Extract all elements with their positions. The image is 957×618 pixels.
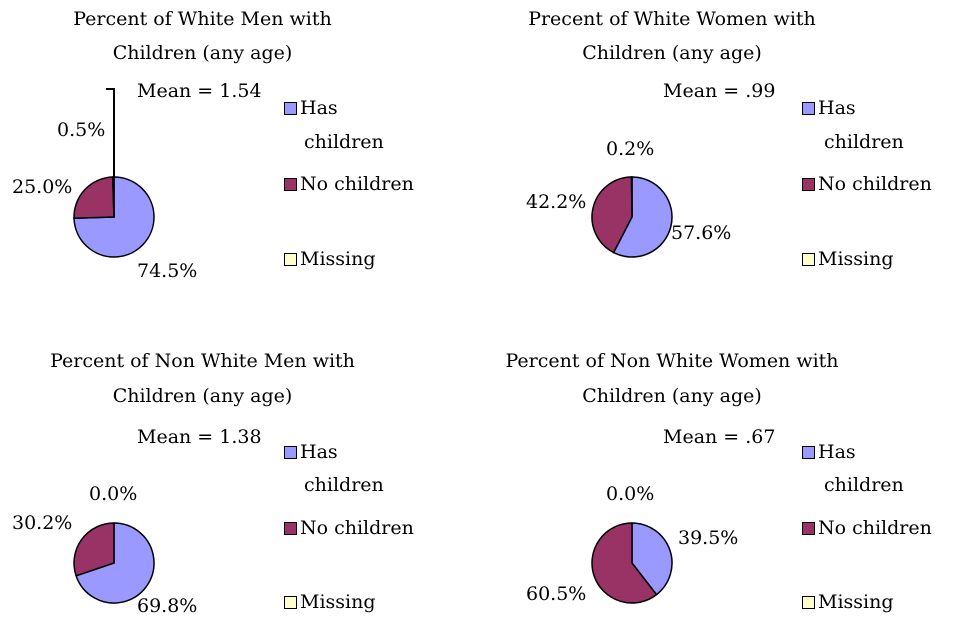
data-label-no-children: 60.5% xyxy=(526,583,587,605)
legend-swatch xyxy=(802,522,815,535)
legend-label: children xyxy=(824,474,904,496)
data-label-no-children: 30.2% xyxy=(12,512,73,534)
legend-swatch xyxy=(802,446,815,459)
legend-swatch xyxy=(284,596,297,609)
legend-item-missing: Missing xyxy=(802,587,894,617)
pie-chart xyxy=(73,88,155,258)
data-label-has-children: 69.8% xyxy=(137,595,198,617)
legend-item-no-children: No children xyxy=(284,513,414,543)
legend-label: Missing xyxy=(818,248,894,270)
legend-swatch xyxy=(802,178,815,191)
chart-title-line2: Children (any age) xyxy=(582,385,762,407)
legend-label: Missing xyxy=(300,591,376,613)
legend-label: Has xyxy=(818,97,856,119)
legend-item-has-children-cont: children xyxy=(824,127,904,157)
legend-item-no-children: No children xyxy=(802,513,932,543)
pie-chart xyxy=(591,522,673,604)
data-label-has-children: 74.5% xyxy=(137,260,198,282)
leader-line xyxy=(106,88,115,177)
legend-swatch xyxy=(802,596,815,609)
legend-item-has-children: Has xyxy=(284,437,338,467)
legend-item-has-children: Has xyxy=(802,93,856,123)
data-label-missing: 0.5% xyxy=(57,119,106,141)
legend-label: Has xyxy=(300,97,338,119)
chart-title-line1: Precent of White Women with xyxy=(528,8,816,30)
legend-label: Missing xyxy=(818,591,894,613)
pie-slice-no-children xyxy=(73,522,115,577)
legend-item-missing: Missing xyxy=(284,587,376,617)
legend-swatch xyxy=(802,253,815,266)
pie-slice-has-children xyxy=(612,176,673,258)
legend-label: children xyxy=(304,131,384,153)
legend-label: No children xyxy=(300,173,414,195)
legend-item-missing: Missing xyxy=(284,244,376,274)
legend-item-missing: Missing xyxy=(802,244,894,274)
mean-label: Mean = .67 xyxy=(663,426,776,448)
chart-title-line1: Percent of White Men with xyxy=(73,8,332,30)
legend-swatch xyxy=(284,522,297,535)
legend-item-no-children: No children xyxy=(284,169,414,199)
data-label-has-children: 39.5% xyxy=(678,527,739,549)
legend-label: Has xyxy=(300,441,338,463)
mean-label: Mean = 1.38 xyxy=(137,426,262,448)
data-label-no-children: 42.2% xyxy=(526,191,587,213)
data-label-missing: 0.2% xyxy=(606,138,655,160)
legend-item-has-children-cont: children xyxy=(824,470,904,500)
chart-title-line2: Children (any age) xyxy=(582,42,762,64)
pie-slice-no-children xyxy=(591,176,633,254)
legend-swatch xyxy=(802,102,815,115)
legend-label: Has xyxy=(818,441,856,463)
pie-chart xyxy=(73,522,155,604)
legend-item-has-children-cont: children xyxy=(304,127,384,157)
chart-panel-white-women: Precent of White Women with Children (an… xyxy=(478,0,956,309)
legend-swatch xyxy=(284,446,297,459)
chart-title-line1: Percent of Non White Men with xyxy=(50,350,355,372)
chart-title-line2: Children (any age) xyxy=(112,385,293,407)
pie-slice-has-children xyxy=(75,522,155,604)
legend-label: No children xyxy=(818,173,932,195)
legend-swatch xyxy=(284,102,297,115)
data-label-has-children: 57.6% xyxy=(671,222,732,244)
pie-slice-no-children xyxy=(73,176,115,220)
legend-swatch xyxy=(284,253,297,266)
data-label-no-children: 25.0% xyxy=(12,176,73,198)
chart-panel-non-white-men: Percent of Non White Men with Children (… xyxy=(0,309,478,618)
legend-label: No children xyxy=(818,517,932,539)
legend-swatch xyxy=(284,178,297,191)
pie-chart xyxy=(591,176,673,258)
mean-label: Mean = 1.54 xyxy=(137,80,262,102)
legend-label: children xyxy=(824,131,904,153)
legend-item-has-children-cont: children xyxy=(304,470,384,500)
pie-slice-has-children xyxy=(631,522,673,596)
legend-label: No children xyxy=(300,517,414,539)
mean-label: Mean = .99 xyxy=(663,80,776,102)
legend-label: Missing xyxy=(300,248,376,270)
pie-slice-missing xyxy=(630,176,633,218)
legend-item-has-children: Has xyxy=(284,93,338,123)
data-label-missing: 0.0% xyxy=(89,483,138,505)
legend-label: children xyxy=(304,474,384,496)
pie-slice-no-children xyxy=(591,522,658,604)
chart-title-line2: Children (any age) xyxy=(112,42,293,64)
legend-item-has-children: Has xyxy=(802,437,856,467)
chart-panel-white-men: Percent of White Men with Children (any … xyxy=(0,0,478,309)
data-label-missing: 0.0% xyxy=(606,483,655,505)
chart-panel-non-white-women: Percent of Non White Women with Children… xyxy=(478,309,956,618)
chart-title-line1: Percent of Non White Women with xyxy=(505,350,839,372)
legend-item-no-children: No children xyxy=(802,169,932,199)
